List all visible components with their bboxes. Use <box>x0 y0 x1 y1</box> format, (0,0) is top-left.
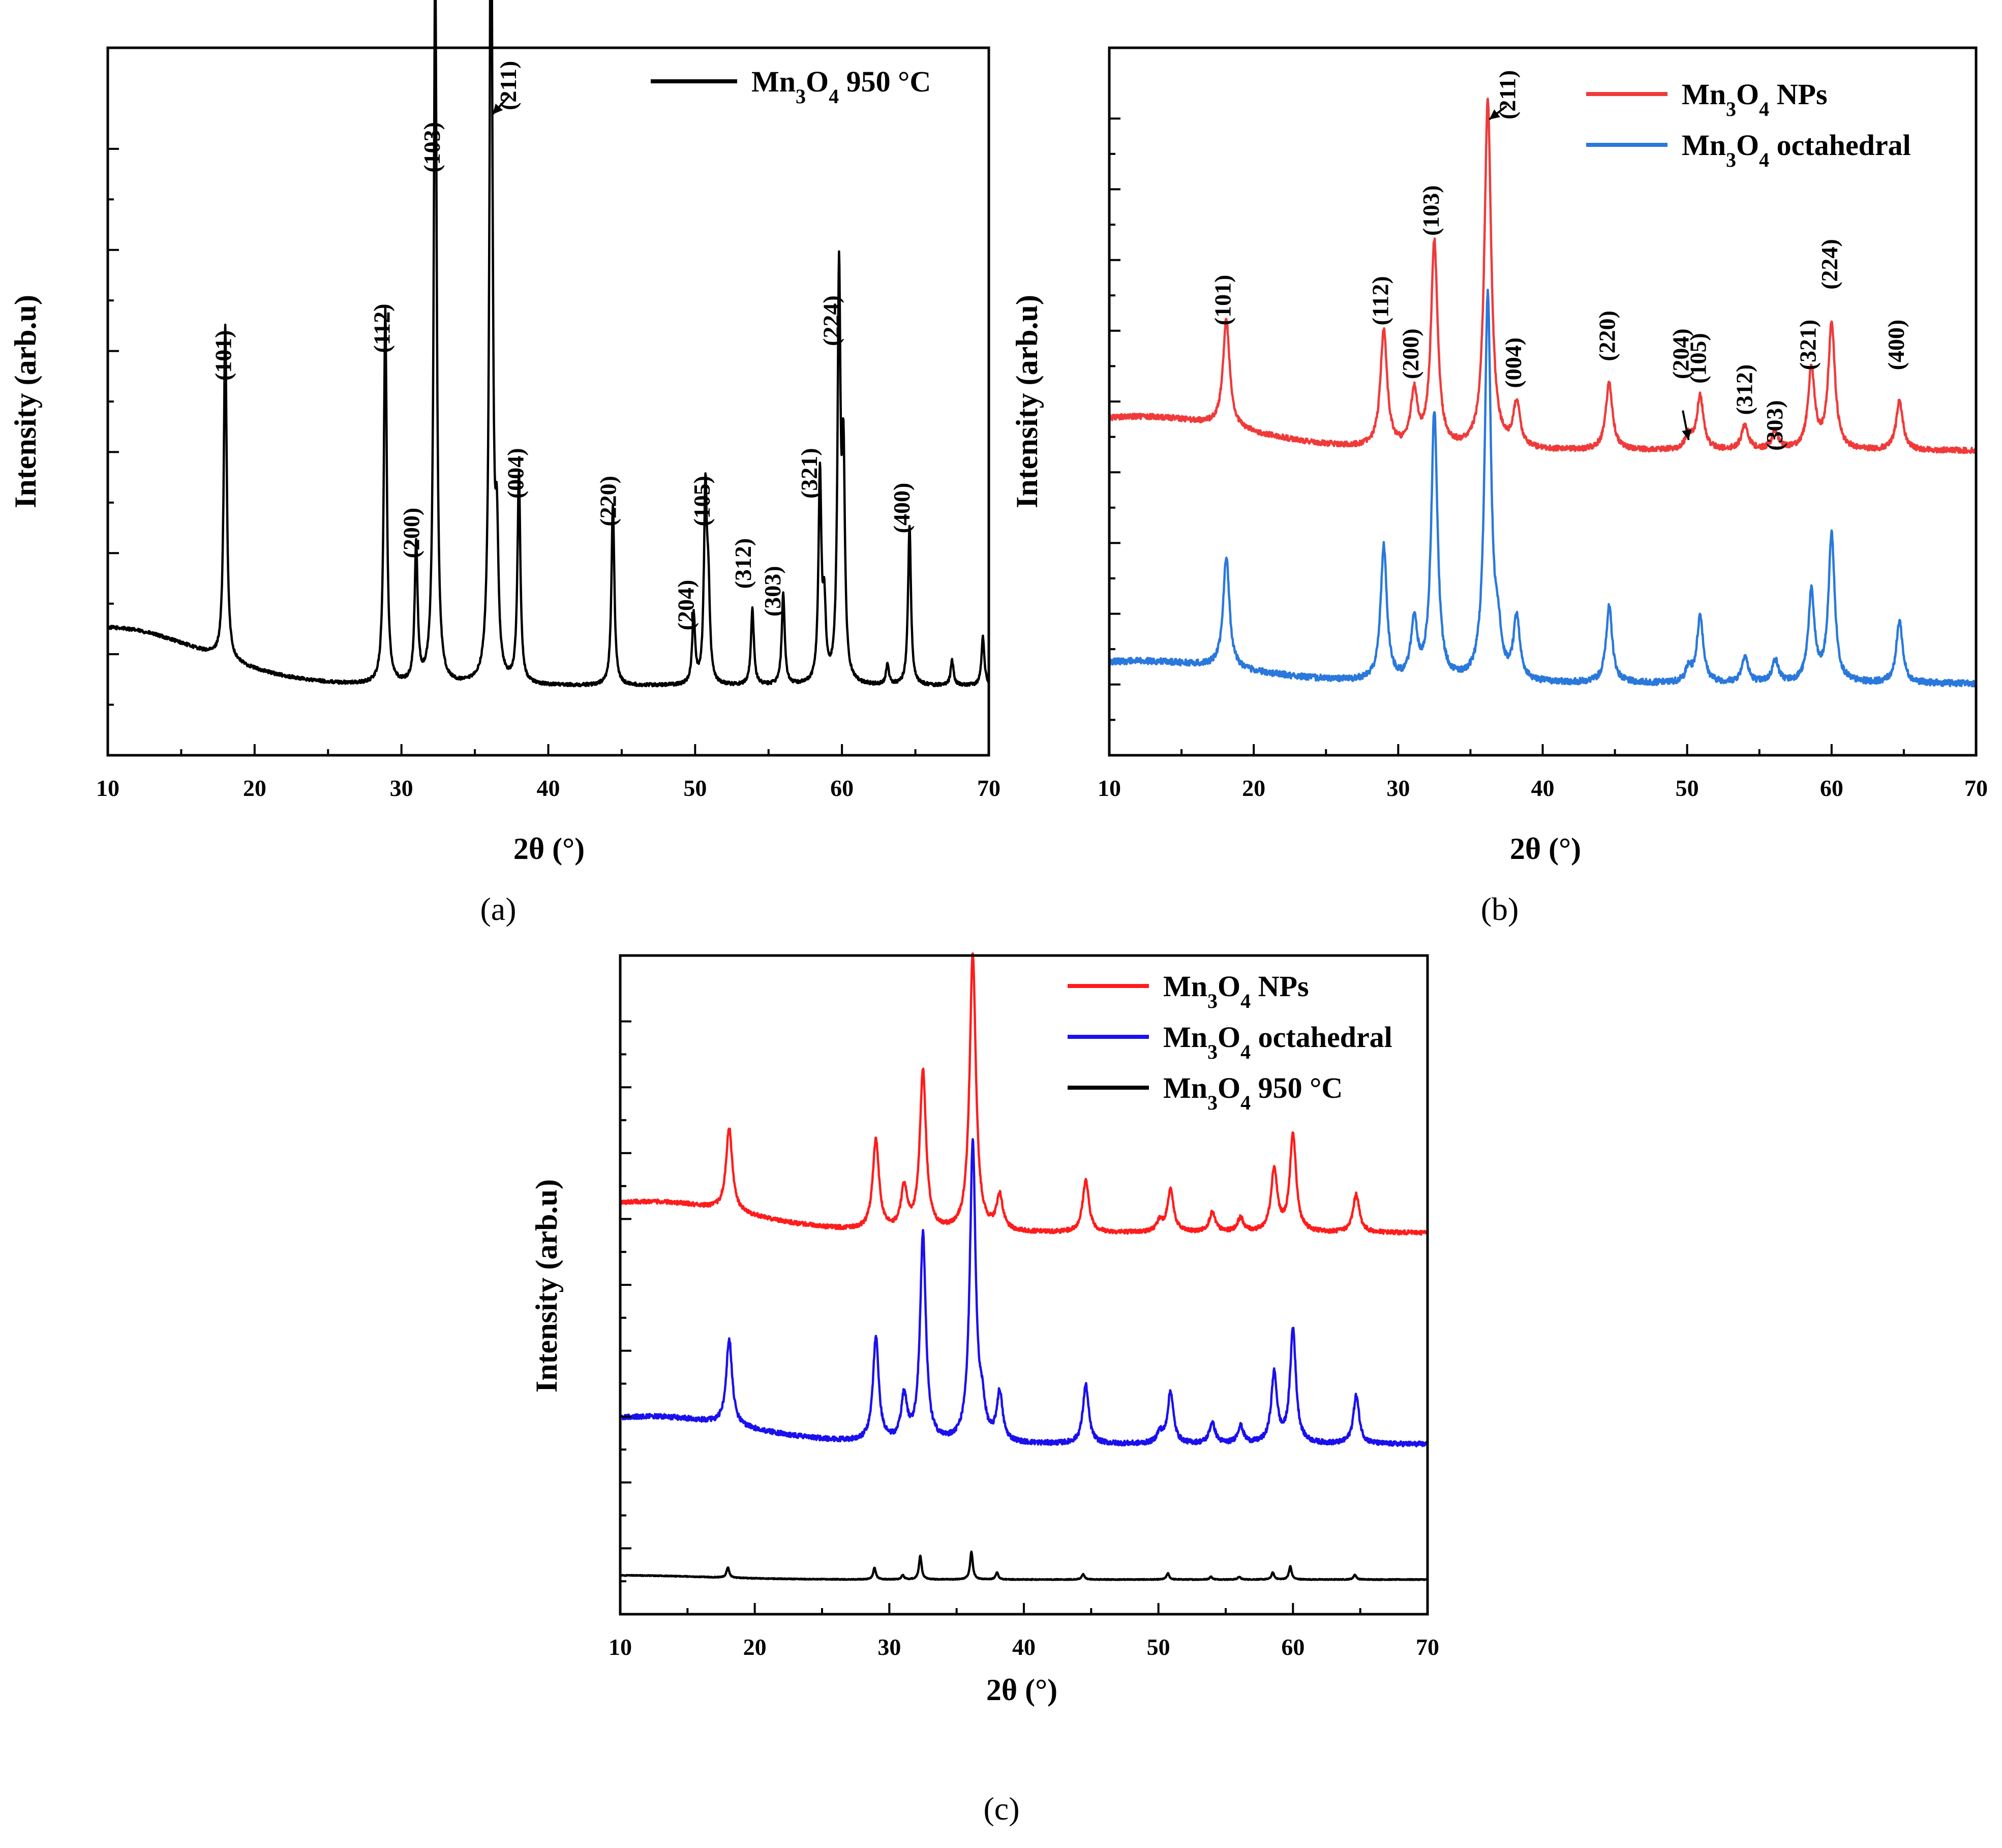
peak-label: (303) <box>1762 400 1787 451</box>
peak-label: (220) <box>1594 311 1620 361</box>
legend-label: Mn3O4 NPs <box>1163 970 1309 1012</box>
x-axis-title: 2θ (°) <box>986 1673 1057 1707</box>
y-axis-title: Intensity (arb.u) <box>9 295 42 508</box>
series-line-3 <box>619 1550 1429 1581</box>
y-axis-title: Intensity (arb.u) <box>1010 295 1044 508</box>
panel-b: 10 20 30 40 50 60 70 2θ (°) Intensity (arb.u) (10… <box>1010 46 1988 927</box>
x-axis-title: 2θ (°) <box>1510 832 1581 866</box>
peak-label: (004) <box>502 448 528 499</box>
x-tick-label: 50 <box>683 775 707 801</box>
peak-label: (224) <box>818 295 844 346</box>
peak-label: (004) <box>1500 337 1526 388</box>
legend-label: Mn3O4 950 °C <box>1163 1071 1343 1114</box>
x-tick-label: 60 <box>830 775 854 801</box>
panel-caption: (b) <box>1481 891 1519 927</box>
panel-caption: (c) <box>983 1791 1019 1827</box>
x-tick-label: 70 <box>1964 775 1988 801</box>
series-line-1 <box>619 952 1429 1236</box>
series-line-1 <box>1108 98 1977 454</box>
peak-label: (112) <box>369 303 395 353</box>
peak-label: (101) <box>1210 275 1236 326</box>
x-axis-title: 2θ (°) <box>513 832 585 866</box>
x-tick-label: 20 <box>243 775 266 801</box>
x-tick-label: 30 <box>877 1634 901 1660</box>
panel-a: 10 20 30 40 50 60 70 2θ (°) Intensity (arb.u) (10… <box>9 0 1000 927</box>
x-tick-label: 30 <box>1386 775 1410 801</box>
peak-label: (204) <box>1668 328 1694 379</box>
x-tick-label: 40 <box>537 775 560 801</box>
series-line-2 <box>619 1138 1429 1447</box>
x-tick-label: 40 <box>1012 1634 1036 1660</box>
peak-label: (211) <box>495 61 521 110</box>
legend-label: Mn3O4 950 °C <box>751 65 931 108</box>
panel-caption: (a) <box>480 891 516 927</box>
peak-label: (103) <box>419 122 445 173</box>
peak-label: (303) <box>760 566 785 617</box>
peak-label: (220) <box>595 476 621 527</box>
panel-c: 10 20 30 40 50 60 70 2θ (°) Intensity (arb.u) Mn3… <box>530 952 1439 1827</box>
peak-label: (321) <box>1795 320 1821 371</box>
peak-label: (105) <box>689 476 715 527</box>
x-tick-label: 40 <box>1531 775 1555 801</box>
peak-label: (224) <box>1816 239 1842 290</box>
x-tick-label: 70 <box>1416 1634 1439 1660</box>
series-line-2 <box>1108 288 1978 688</box>
x-tick-label: 60 <box>1820 775 1843 801</box>
peak-label: (321) <box>796 448 822 499</box>
peak-label: (312) <box>730 538 756 589</box>
peak-label: (204) <box>673 580 699 631</box>
peak-label: (103) <box>1418 185 1444 236</box>
peak-label: (400) <box>1883 320 1909 371</box>
legend-label: Mn3O4 octahedral <box>1682 129 1911 171</box>
x-tick-label: 10 <box>609 1634 632 1660</box>
plot-frame <box>619 954 1429 1616</box>
x-tick-label: 50 <box>1147 1634 1170 1660</box>
peak-label: (105) <box>1685 333 1711 384</box>
peak-label: (200) <box>1398 328 1423 379</box>
legend-label: Mn3O4 NPs <box>1682 78 1828 120</box>
peak-label: (112) <box>1367 276 1393 325</box>
peak-label: (200) <box>398 508 424 559</box>
arrow-head <box>1682 429 1692 440</box>
x-tick-label: 70 <box>977 775 1000 801</box>
x-tick-label: 50 <box>1676 775 1699 801</box>
x-tick-label: 30 <box>390 775 413 801</box>
x-tick-label: 20 <box>1242 775 1265 801</box>
y-axis-title: Intensity (arb.u) <box>530 1179 563 1393</box>
peak-label: (400) <box>889 483 915 534</box>
series-line-1 <box>106 0 990 688</box>
x-tick-label: 60 <box>1281 1634 1305 1660</box>
arrow-head <box>1489 109 1500 119</box>
arrow-head <box>492 103 503 115</box>
peak-label: (312) <box>1732 364 1757 415</box>
legend-label: Mn3O4 octahedral <box>1163 1021 1392 1063</box>
x-tick-label: 10 <box>96 775 119 801</box>
x-tick-label: 10 <box>1098 775 1121 801</box>
x-tick-label: 20 <box>743 1634 767 1660</box>
plot-frame <box>106 46 990 757</box>
peak-label: (101) <box>210 330 236 381</box>
